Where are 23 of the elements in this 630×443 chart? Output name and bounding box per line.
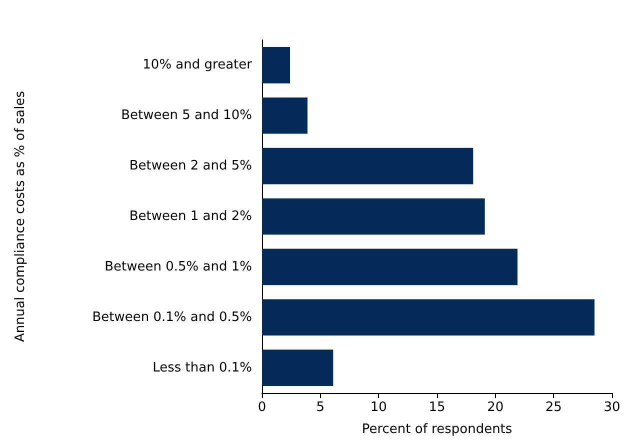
y-tick-label: Between 0.1% and 0.5%: [92, 310, 252, 325]
bar: [262, 47, 290, 84]
y-tick-label: Between 2 and 5%: [129, 158, 252, 174]
x-tick-label: 5: [316, 400, 324, 415]
y-tick-label: Between 5 and 10%: [121, 108, 252, 124]
y-tick-label: 10% and greater: [142, 58, 253, 73]
x-tick-label: 25: [545, 400, 562, 415]
y-axis-title: Annual compliance costs as % of sales: [13, 90, 28, 342]
bar: [262, 198, 485, 235]
x-axis-title: Percent of respondents: [362, 422, 512, 437]
y-tick-label: Between 0.5% and 1%: [104, 259, 252, 274]
x-tick-label: 0: [258, 400, 266, 415]
x-tick-label: 20: [487, 400, 504, 415]
bar: [262, 97, 308, 134]
bar: [262, 299, 594, 336]
bar: [262, 248, 518, 286]
x-tick-label: 30: [604, 400, 620, 415]
y-tick-label: Less than 0.1%: [152, 360, 252, 376]
x-tick-label: 10: [370, 400, 387, 415]
bar: [262, 350, 334, 386]
y-tick-label: Between 1 and 2%: [129, 209, 252, 224]
bar: [262, 148, 474, 184]
x-tick-label: 15: [428, 400, 446, 415]
